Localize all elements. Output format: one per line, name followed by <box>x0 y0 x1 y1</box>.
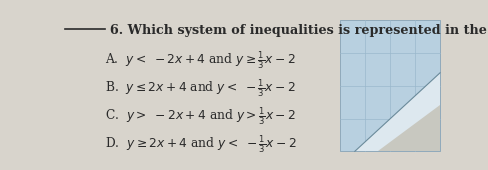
Text: C.  $y >\ -2x + 4$ and $y > \frac{1}{3}x - 2$: C. $y >\ -2x + 4$ and $y > \frac{1}{3}x … <box>104 105 295 127</box>
Polygon shape <box>377 105 439 151</box>
Text: A.  $y <\ -2x + 4$ and $y \geq \frac{1}{3}x - 2$: A. $y <\ -2x + 4$ and $y \geq \frac{1}{3… <box>104 49 295 71</box>
Bar <box>339 20 439 151</box>
Text: 6. Which system of inequalities is represented in the graph below?: 6. Which system of inequalities is repre… <box>110 24 488 37</box>
Text: D.  $y \geq 2x + 4$ and $y <\ -\frac{1}{3}x - 2$: D. $y \geq 2x + 4$ and $y <\ -\frac{1}{3… <box>104 134 296 155</box>
Polygon shape <box>354 73 439 151</box>
Text: B.  $y \leq 2x + 4$ and $y <\ -\frac{1}{3}x - 2$: B. $y \leq 2x + 4$ and $y <\ -\frac{1}{3… <box>104 77 295 99</box>
